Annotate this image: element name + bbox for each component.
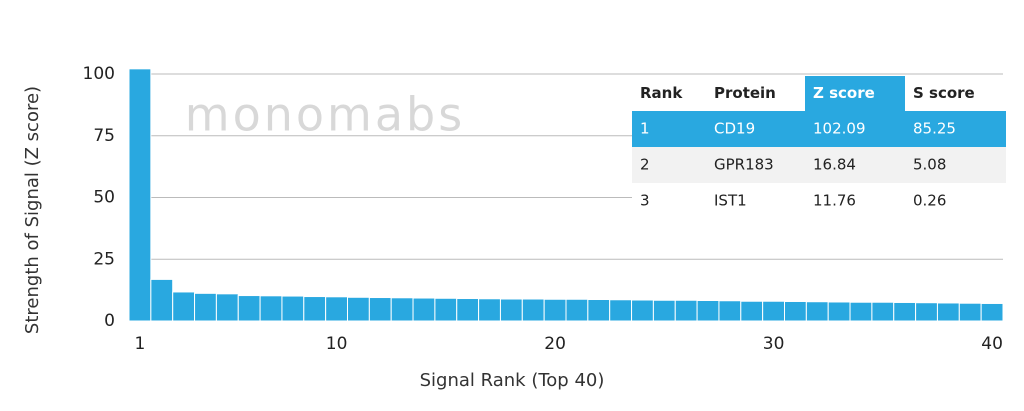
bar [521, 298, 545, 322]
bar [784, 300, 807, 322]
table-cell: IST1 [714, 192, 747, 210]
table-cell: 3 [640, 192, 650, 210]
table-cell: 5.08 [913, 156, 946, 174]
bar [150, 278, 174, 322]
bar [237, 295, 261, 322]
column-header: S score [913, 84, 975, 102]
column-header: Z score [813, 84, 875, 102]
table-cell: GPR183 [714, 156, 774, 174]
table-cell: 0.26 [913, 192, 946, 210]
y-tick-label: 100 [83, 64, 115, 84]
y-tick-label: 25 [93, 249, 115, 269]
bar [172, 291, 196, 322]
bar [303, 296, 327, 322]
bar [434, 297, 458, 322]
table-cell: 102.09 [813, 120, 866, 138]
bar [128, 68, 152, 322]
x-tick-label: 40 [981, 334, 1003, 354]
bar [849, 301, 873, 322]
table-cell: 1 [640, 120, 650, 138]
bar [936, 302, 960, 322]
bar [827, 301, 851, 322]
y-tick-label: 0 [104, 311, 115, 331]
bar [674, 299, 698, 322]
bar [871, 301, 895, 322]
table-row [632, 111, 1006, 147]
column-header: Protein [714, 84, 776, 102]
table-cell: 16.84 [813, 156, 856, 174]
bar [609, 299, 633, 322]
y-axis-title: Strength of Signal (Z score) [22, 86, 43, 334]
bar [412, 297, 436, 322]
column-header: Rank [640, 84, 683, 102]
x-tick-label: 20 [544, 334, 566, 354]
bar [980, 302, 1004, 322]
x-tick-label: 1 [135, 334, 146, 354]
bar [805, 301, 829, 322]
bar [390, 297, 414, 322]
table-cell: 2 [640, 156, 650, 174]
bar [696, 299, 720, 322]
y-tick-label: 75 [93, 126, 115, 146]
bar [915, 302, 938, 322]
bar [958, 302, 982, 322]
bar [740, 300, 764, 322]
table-row [632, 183, 1006, 219]
table-row [632, 147, 1006, 183]
bar [587, 299, 611, 322]
y-tick-label: 50 [93, 188, 115, 208]
x-tick-label: 10 [326, 334, 348, 354]
x-tick-label: 30 [763, 334, 785, 354]
bar [762, 300, 786, 322]
bar [718, 300, 742, 322]
watermark: monomabs [185, 88, 465, 142]
bar [893, 301, 917, 322]
bar [194, 292, 217, 322]
bar [456, 298, 480, 322]
x-axis-title: Signal Rank (Top 40) [420, 370, 605, 391]
bar [478, 298, 501, 322]
bar [499, 298, 523, 322]
table-cell: 85.25 [913, 120, 956, 138]
header-highlight [805, 76, 905, 111]
bar [347, 296, 370, 322]
bar [543, 298, 567, 322]
table-cell: CD19 [714, 120, 755, 138]
bar [325, 296, 348, 322]
table-cell: 11.76 [813, 192, 856, 210]
bar [259, 295, 283, 322]
bar [565, 298, 589, 322]
bar [215, 293, 239, 322]
bar [631, 299, 654, 322]
bar [368, 297, 392, 322]
bar [652, 299, 676, 322]
bar [281, 295, 305, 322]
